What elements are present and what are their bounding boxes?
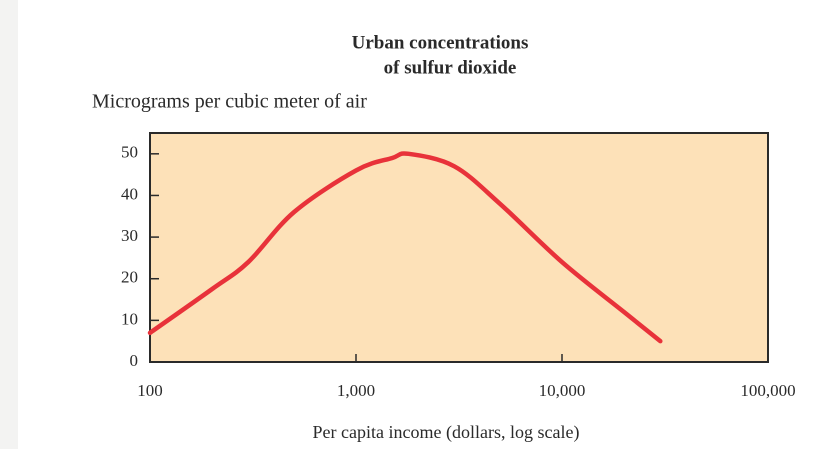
x-axis-label: Per capita income (dollars, log scale) bbox=[313, 422, 580, 443]
x-tick-label: 1,000 bbox=[337, 381, 375, 400]
x-tick-label: 10,000 bbox=[539, 381, 586, 400]
x-tick-label: 100,000 bbox=[740, 381, 795, 400]
y-axis-label: Micrograms per cubic meter of air bbox=[92, 91, 367, 113]
y-tick-label: 0 bbox=[130, 351, 139, 370]
y-tick-label: 30 bbox=[121, 226, 138, 245]
data-line bbox=[147, 151, 663, 344]
y-tick-label: 20 bbox=[121, 268, 138, 287]
chart-title-line: Urban concentrations bbox=[352, 32, 529, 53]
y-tick-label: 50 bbox=[121, 143, 138, 162]
y-tick-label: 10 bbox=[121, 309, 138, 328]
x-tick-label: 100 bbox=[137, 381, 163, 400]
y-tick-label: 40 bbox=[121, 184, 138, 203]
chart-title-line: of sulfur dioxide bbox=[384, 57, 517, 78]
